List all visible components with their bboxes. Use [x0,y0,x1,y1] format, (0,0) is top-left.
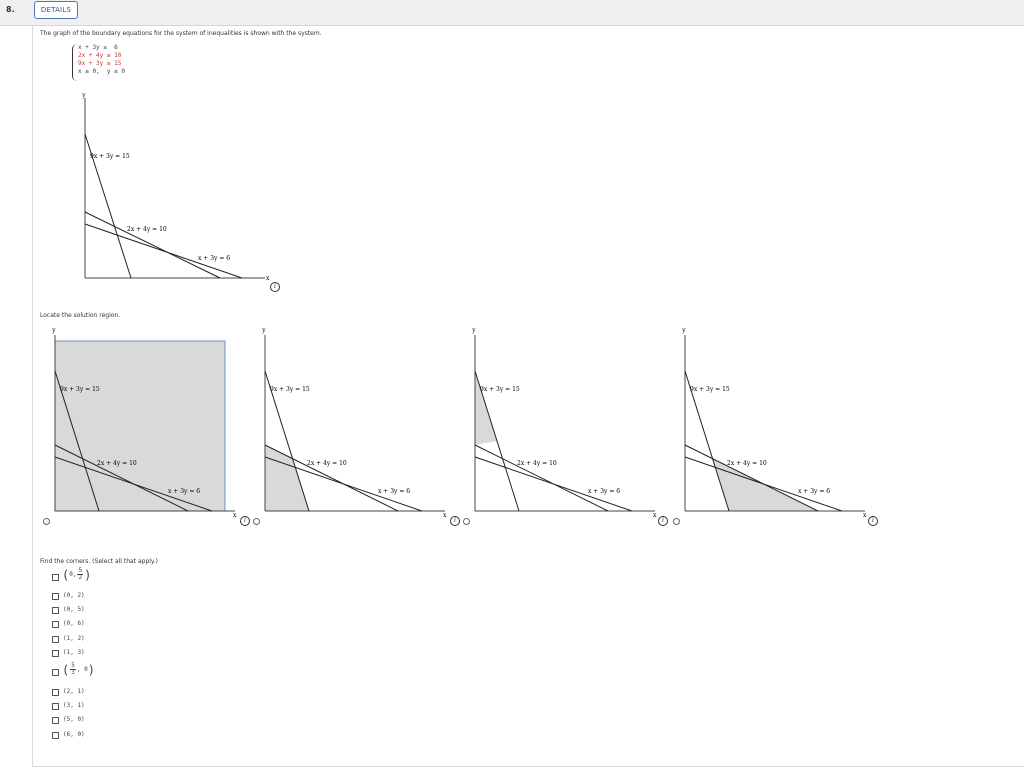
inequality-3: 9x + 3y ≥ 15 [78,60,122,67]
line2-label: 2x + 4y = 10 [307,460,347,467]
corner-label: (1, 2) [63,635,85,642]
option-graph-4: y x 9x + 3y = 15 2x + 4y = 10 x + 3y = 6 [681,327,867,519]
line2-label: 2x + 4y = 10 [727,460,767,467]
boundary-graph: y x 9x + 3y = 15 2x + 4y = 10 x + 3y = 6 [81,92,270,282]
line1-label: 9x + 3y = 15 [90,153,130,160]
option-radio-2[interactable] [253,518,260,525]
corner-checkbox-11[interactable] [52,732,59,739]
corner-checkbox-3[interactable] [52,607,59,614]
frac-den: 2 [78,574,83,581]
info-icon[interactable]: i [240,516,250,526]
line3-label: x + 3y = 6 [198,255,230,262]
corner-checkbox-9[interactable] [52,703,59,710]
corner-checkbox-6[interactable] [52,650,59,657]
option-radio-4[interactable] [673,518,680,525]
option-radio-1[interactable] [43,518,50,525]
corner-checkbox-2[interactable] [52,593,59,600]
inequality-1: x + 3y ≥ 6 [78,44,118,51]
corner-label: (5, 0) [63,716,85,723]
corners-prompt: Find the corners. (Select all that apply… [40,558,158,565]
corner-y: , 0 [76,666,88,673]
line3-label: x + 3y = 6 [378,488,410,495]
option-radio-3[interactable] [463,518,470,525]
corner-label: (3, 1) [63,702,85,709]
inequality-2: 2x + 4y ≥ 10 [78,52,122,59]
info-icon[interactable]: i [450,516,460,526]
x-axis-label: x [863,512,867,519]
line2-label: 2x + 4y = 10 [517,460,557,467]
frac-num: 5 [70,662,76,670]
line1-label: 9x + 3y = 15 [480,386,520,393]
line1-label: 9x + 3y = 15 [60,386,100,393]
x-axis-label: x [233,512,237,519]
option-graph-3: y x 9x + 3y = 15 2x + 4y = 10 x + 3y = 6 [471,327,657,519]
corner-label: (0, 5) [63,606,85,613]
question-header: 8. DETAILS [0,0,1024,26]
y-axis-label: y [81,92,86,99]
corner-label: (0, 6) [63,620,85,627]
inequality-system: x + 3y ≥ 6 2x + 4y ≥ 10 9x + 3y ≥ 15 x ≥… [72,44,152,84]
corner-label: (0, 2) [63,592,85,599]
corner-checkbox-5[interactable] [52,636,59,643]
line1-label: 9x + 3y = 15 [270,386,310,393]
option-graph-2: y x 9x + 3y = 15 2x + 4y = 10 x + 3y = 6 [261,327,447,519]
y-axis-label: y [51,327,56,334]
line2-label: 2x + 4y = 10 [127,226,167,233]
line2-label: 2x + 4y = 10 [97,460,137,467]
line1-label: 9x + 3y = 15 [690,386,730,393]
frac-num: 5 [77,567,84,575]
corner-checkbox-4[interactable] [52,621,59,628]
x-axis-label: x [266,275,270,282]
corner-label: (2, 1) [63,688,85,695]
info-icon[interactable]: i [658,516,668,526]
question-content-frame [32,25,1024,767]
info-icon[interactable]: i [868,516,878,526]
frac-den: 3 [71,669,75,676]
x-axis-label: x [653,512,657,519]
line3-label: x + 3y = 6 [588,488,620,495]
corner-checkbox-1[interactable] [52,574,59,581]
x-axis-label: x [443,512,447,519]
intro-text: The graph of the boundary equations for … [40,30,322,37]
corner-label: (1, 3) [63,649,85,656]
locate-prompt: Locate the solution region. [40,312,121,319]
details-button[interactable]: DETAILS [34,1,78,19]
line3-label: x + 3y = 6 [798,488,830,495]
question-number: 8. [6,5,15,14]
corner-x: 0, [69,571,77,578]
y-axis-label: y [681,327,686,334]
system-brace [72,44,78,81]
corner-label: (6, 0) [63,731,85,738]
corner-checkbox-7[interactable] [52,669,59,676]
y-axis-label: y [471,327,476,334]
corner-checkbox-10[interactable] [52,717,59,724]
inequality-4: x ≥ 0, y ≥ 0 [78,68,125,75]
info-icon[interactable]: i [270,282,280,292]
line3-label: x + 3y = 6 [168,488,200,495]
corner-checkbox-8[interactable] [52,689,59,696]
y-axis-label: y [261,327,266,334]
option-graph-1: y x 9x + 3y = 15 2x + 4y = 10 x + 3y = 6 [51,327,237,519]
